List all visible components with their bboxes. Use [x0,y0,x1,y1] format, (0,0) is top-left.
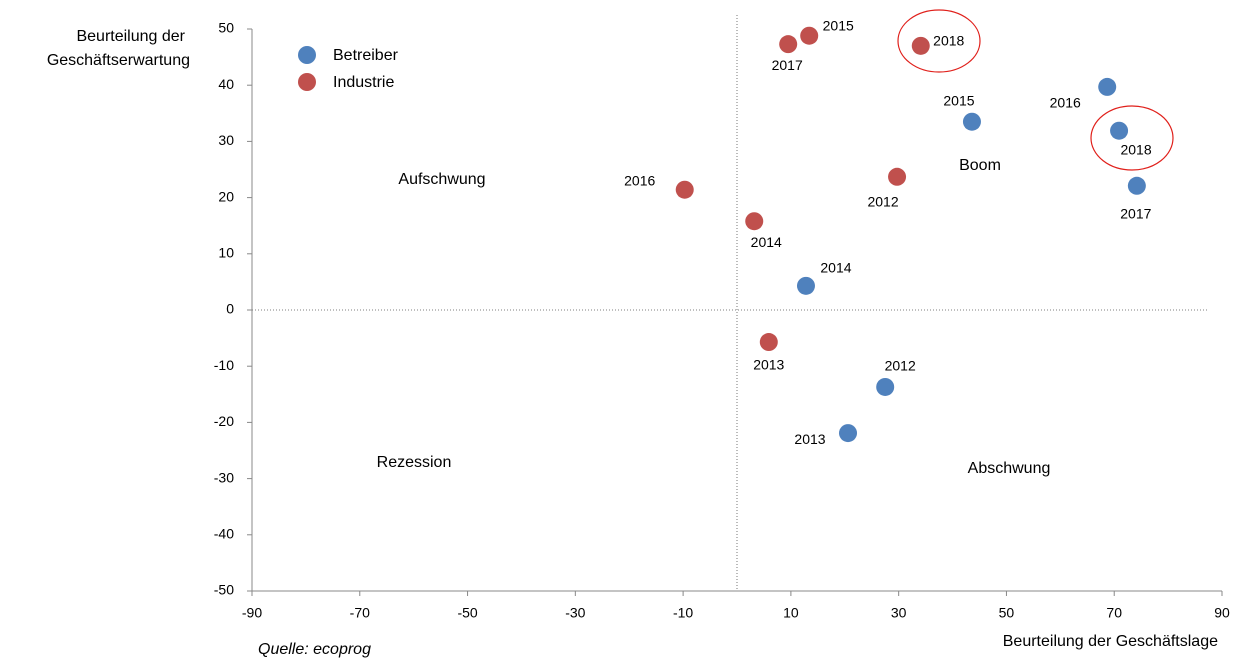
legend-marker [298,73,316,91]
y-tick-label: 0 [226,301,234,317]
y-axis-label: Beurteilung der [76,28,185,45]
x-tick-label: 10 [783,605,799,621]
point [759,333,778,352]
point [911,36,930,55]
point-label: 2016 [624,172,655,188]
x-tick-label: -50 [457,605,477,621]
point-label: 2017 [772,57,803,73]
legend-marker [298,46,316,64]
point [675,180,694,199]
point [1098,77,1117,96]
source: Quelle: ecoprog [258,641,371,658]
y-axis-label: Geschäftserwartung [47,52,190,69]
point-label: 2013 [794,431,825,447]
point-label: 2015 [823,17,854,33]
point-label: 2012 [885,358,916,374]
y-tick-label: 10 [218,245,234,261]
point [800,26,819,45]
quadrant-label: Rezession [377,454,452,471]
y-tick-label: -30 [214,469,234,485]
x-tick-label: -10 [673,605,693,621]
y-tick-label: 20 [218,188,234,204]
highlight [897,9,981,73]
x-tick-label: 90 [1214,605,1230,621]
y-tick-label: -50 [214,582,234,598]
point [1110,121,1129,140]
point-label: 2018 [1120,141,1151,157]
x-tick-label: 30 [891,605,907,621]
legend-label: Betreiber [333,47,399,64]
point-label: 2016 [1050,95,1081,111]
point-label: 2013 [753,357,784,373]
point-label: 2017 [1120,206,1151,222]
x-tick-label: 70 [1106,605,1122,621]
quadrant-label: Aufschwung [398,171,485,188]
point-label: 2015 [943,92,974,108]
highlight [1090,105,1174,171]
point [888,167,907,186]
quadrant-label: Abschwung [968,460,1051,477]
y-tick-label: -40 [214,526,234,542]
x-tick-label: -90 [242,605,262,621]
point [745,212,764,231]
y-tick-label: -20 [214,413,234,429]
y-tick-label: 30 [218,132,234,148]
point-label: 2012 [867,194,898,210]
point-label: 2014 [820,260,851,276]
y-tick-label: 50 [218,20,234,36]
point-label: 2018 [933,33,964,49]
x-axis-label: Beurteilung der Geschäftslage [1003,633,1218,650]
point [796,276,815,295]
point [876,377,895,396]
point-label: 2014 [751,234,782,250]
point [1127,176,1146,195]
x-tick-label: -70 [350,605,370,621]
x-tick-label: 50 [999,605,1015,621]
point [962,112,981,131]
y-tick-label: -10 [214,357,234,373]
quadrant-label: Boom [959,157,1001,174]
point [839,424,858,443]
point [779,35,798,54]
legend-label: Industrie [333,74,394,91]
y-tick-label: 40 [218,76,234,92]
x-tick-label: -30 [565,605,585,621]
